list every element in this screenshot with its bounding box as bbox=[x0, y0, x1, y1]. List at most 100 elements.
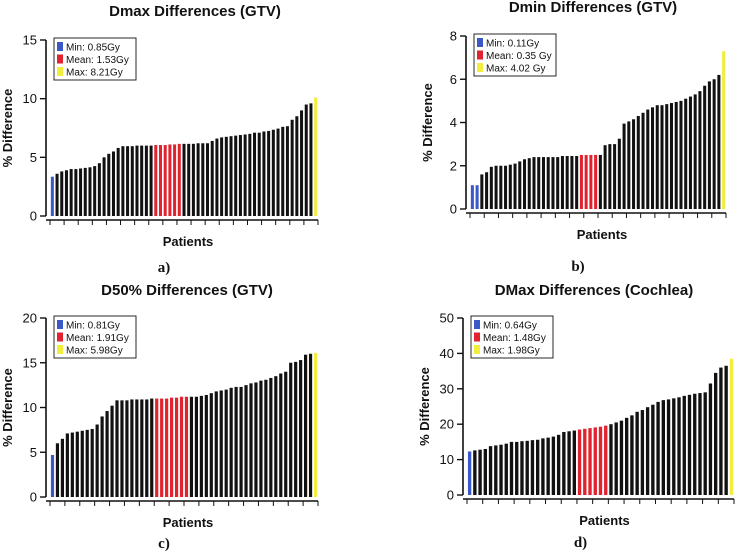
bar bbox=[480, 174, 484, 209]
chart-panel-b: Dmin Differences (GTV) 0 2 4 6 8 Patients % Dif… bbox=[420, 0, 727, 275]
bar bbox=[290, 119, 294, 216]
bar bbox=[294, 361, 298, 497]
bar bbox=[60, 438, 64, 497]
bar bbox=[144, 145, 148, 216]
bar bbox=[111, 151, 115, 216]
bar bbox=[264, 379, 268, 497]
bar bbox=[575, 156, 579, 209]
bar bbox=[693, 94, 697, 209]
bar bbox=[249, 383, 253, 497]
bar bbox=[224, 136, 228, 216]
bar bbox=[645, 407, 650, 495]
bar bbox=[284, 371, 288, 497]
bar bbox=[567, 431, 571, 495]
bar bbox=[651, 107, 655, 209]
bar bbox=[209, 393, 213, 497]
bar bbox=[125, 400, 129, 497]
bar bbox=[304, 104, 308, 216]
bar bbox=[115, 400, 119, 497]
legend-label-min: Min: 0.81Gy bbox=[66, 321, 120, 332]
bar bbox=[65, 433, 69, 497]
bar bbox=[220, 137, 224, 216]
legend-label-min: Min: 0.64Gy bbox=[483, 321, 537, 332]
bar bbox=[714, 372, 718, 495]
bar bbox=[85, 429, 89, 498]
bar bbox=[556, 434, 561, 495]
bar bbox=[660, 105, 664, 209]
bar bbox=[551, 157, 555, 209]
y-tick-label: 0 bbox=[450, 202, 457, 217]
bar bbox=[679, 100, 683, 210]
chart-title: Dmin Differences (GTV) bbox=[509, 0, 677, 16]
bar bbox=[485, 172, 489, 209]
bar-mean bbox=[168, 144, 172, 216]
bar bbox=[145, 399, 149, 497]
bar bbox=[560, 156, 564, 209]
bar bbox=[515, 441, 519, 495]
bar-max bbox=[314, 97, 318, 216]
bar bbox=[257, 132, 261, 216]
bar bbox=[546, 157, 550, 209]
y-axis-label: % Difference bbox=[0, 368, 15, 447]
bar bbox=[717, 74, 721, 209]
bar bbox=[206, 143, 210, 216]
bar bbox=[229, 387, 233, 497]
y-tick-label: 5 bbox=[30, 445, 37, 460]
legend-swatch-max bbox=[474, 345, 480, 354]
y-tick-label: 20 bbox=[440, 417, 454, 432]
bar-mean bbox=[170, 397, 174, 497]
y-tick-label: 8 bbox=[450, 29, 457, 44]
bar bbox=[215, 138, 219, 216]
bar bbox=[120, 400, 124, 497]
bar bbox=[289, 362, 293, 497]
bar bbox=[684, 98, 688, 209]
bar bbox=[513, 163, 517, 209]
bar-min bbox=[470, 185, 474, 209]
bar bbox=[509, 441, 514, 495]
bar bbox=[299, 360, 303, 497]
bar bbox=[194, 396, 198, 497]
bar-mean bbox=[583, 428, 587, 495]
panel-caption: c) bbox=[158, 536, 170, 551]
bar bbox=[640, 410, 645, 495]
bar bbox=[494, 165, 498, 209]
panel-caption: d) bbox=[574, 535, 587, 551]
bar bbox=[707, 81, 711, 209]
bar bbox=[234, 386, 238, 497]
bar bbox=[267, 130, 271, 216]
legend-swatch-min bbox=[57, 320, 63, 329]
bar-mean bbox=[577, 429, 582, 495]
bar-mean bbox=[584, 154, 588, 209]
bar bbox=[135, 399, 139, 497]
bar bbox=[608, 144, 612, 210]
bar bbox=[262, 131, 266, 216]
bar bbox=[70, 432, 74, 497]
bar bbox=[79, 168, 83, 216]
bar bbox=[603, 145, 607, 209]
bar bbox=[182, 143, 186, 216]
y-tick-label: 30 bbox=[440, 381, 454, 396]
bar bbox=[229, 136, 233, 216]
y-axis-label: % Difference bbox=[417, 367, 432, 446]
bar bbox=[107, 153, 111, 216]
bar-min bbox=[50, 176, 54, 216]
bar bbox=[523, 159, 527, 209]
chart-title: DMax Differences (Cochlea) bbox=[495, 282, 693, 299]
x-axis-label: Patients bbox=[579, 513, 630, 528]
bar bbox=[224, 389, 228, 497]
bar bbox=[239, 386, 243, 497]
bar bbox=[126, 146, 130, 216]
y-tick-label: 20 bbox=[23, 311, 37, 326]
bar-mean bbox=[158, 145, 162, 216]
bar-mean bbox=[154, 145, 158, 216]
bar bbox=[135, 145, 139, 216]
y-tick-label: 0 bbox=[447, 488, 454, 503]
bar bbox=[473, 450, 477, 495]
bar bbox=[536, 439, 540, 495]
bar bbox=[204, 394, 208, 497]
bar-min bbox=[475, 185, 479, 209]
bar bbox=[636, 116, 640, 209]
